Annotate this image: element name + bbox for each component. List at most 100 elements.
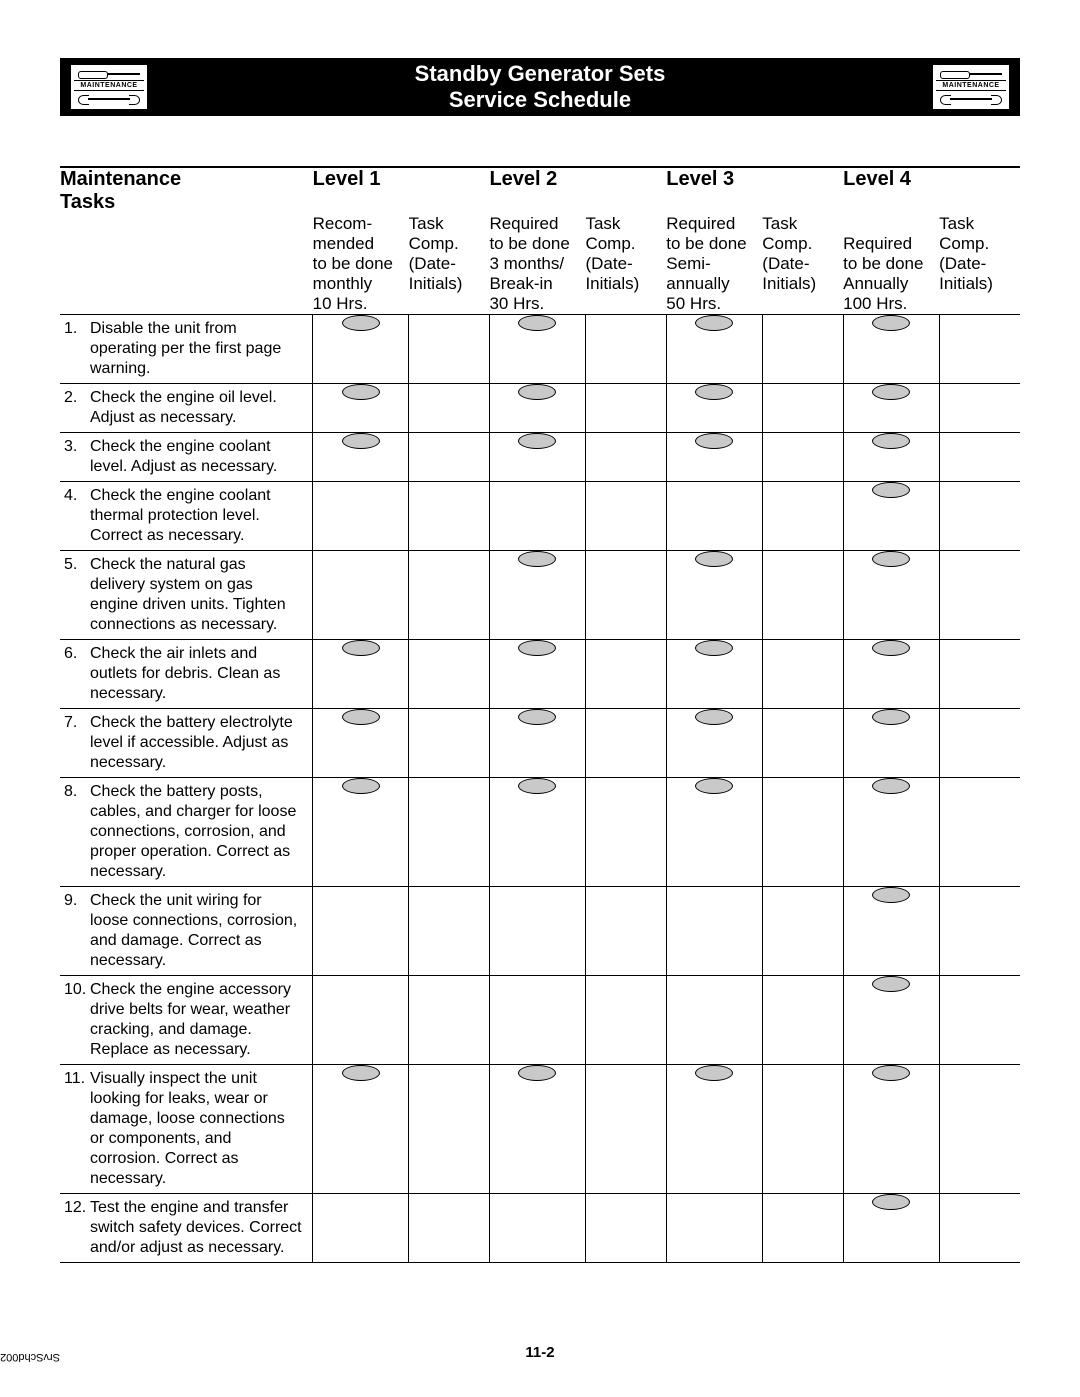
task-cell: 10.Check the engine accessory drive belt…	[60, 976, 313, 1065]
level-4-completion-cell[interactable]	[939, 887, 1020, 976]
level-4-completion-cell[interactable]	[939, 315, 1020, 384]
maintenance-badge-label: MAINTENANCE	[74, 80, 144, 91]
level-2-heading: Level 2	[489, 167, 585, 214]
task-text: Check the engine accessory drive belts f…	[90, 980, 302, 1060]
level-3-completion-cell[interactable]	[762, 887, 843, 976]
level-2-completion-cell[interactable]	[585, 384, 666, 433]
level-1-comp: TaskComp.(Date-Initials)	[409, 214, 490, 315]
level-2-completion-cell[interactable]	[585, 1194, 666, 1263]
level-4-required-cell	[843, 384, 939, 433]
level-2-req: Requiredto be done3 months/Break-in30 Hr…	[489, 214, 585, 315]
level-3-required-cell	[666, 551, 762, 640]
level-3-required-cell	[666, 976, 762, 1065]
table-row: 5.Check the natural gas delivery system …	[60, 551, 1020, 640]
task-text: Check the engine coolant thermal protect…	[90, 486, 302, 546]
task-text: Check the air inlets and outlets for deb…	[90, 644, 302, 704]
level-2-completion-cell[interactable]	[585, 778, 666, 887]
level-4-completion-cell[interactable]	[939, 433, 1020, 482]
table-row: 8.Check the battery posts, cables, and c…	[60, 778, 1020, 887]
level-3-completion-cell[interactable]	[762, 551, 843, 640]
level-4-completion-cell[interactable]	[939, 1194, 1020, 1263]
level-3-completion-cell[interactable]	[762, 640, 843, 709]
check-oval-icon	[518, 551, 556, 567]
task-number: 1.	[64, 319, 90, 339]
revision-text: SrvSchd002 Rev. B 12/05	[0, 1351, 60, 1363]
check-oval-icon	[342, 384, 380, 400]
level-4-required-cell	[843, 887, 939, 976]
level-2-completion-cell[interactable]	[585, 315, 666, 384]
level-2-required-cell	[489, 482, 585, 551]
check-oval-icon	[342, 1065, 380, 1081]
level-2-completion-cell[interactable]	[585, 433, 666, 482]
level-1-completion-cell[interactable]	[409, 976, 490, 1065]
level-2-completion-cell[interactable]	[585, 887, 666, 976]
level-1-completion-cell[interactable]	[409, 384, 490, 433]
level-4-completion-cell[interactable]	[939, 384, 1020, 433]
maintenance-badge-label: MAINTENANCE	[936, 80, 1006, 91]
check-oval-icon	[695, 709, 733, 725]
level-3-completion-cell[interactable]	[762, 384, 843, 433]
table-row: 1.Disable the unit from operating per th…	[60, 315, 1020, 384]
tasks-heading: MaintenanceTasks	[60, 167, 313, 214]
check-oval-icon	[872, 551, 910, 567]
check-oval-icon	[342, 709, 380, 725]
check-oval-icon	[342, 778, 380, 794]
level-4-completion-cell[interactable]	[939, 551, 1020, 640]
task-number: 9.	[64, 891, 90, 911]
level-1-completion-cell[interactable]	[409, 1065, 490, 1194]
level-1-completion-cell[interactable]	[409, 709, 490, 778]
level-3-completion-cell[interactable]	[762, 433, 843, 482]
task-cell: 12.Test the engine and transfer switch s…	[60, 1194, 313, 1263]
task-text: Check the unit wiring for loose connecti…	[90, 891, 302, 971]
level-1-completion-cell[interactable]	[409, 482, 490, 551]
level-3-completion-cell[interactable]	[762, 315, 843, 384]
task-cell: 1.Disable the unit from operating per th…	[60, 315, 313, 384]
level-3-completion-cell[interactable]	[762, 976, 843, 1065]
level-4-completion-cell[interactable]	[939, 482, 1020, 551]
level-2-completion-cell[interactable]	[585, 709, 666, 778]
level-2-required-cell	[489, 315, 585, 384]
check-oval-icon	[872, 1194, 910, 1210]
task-cell: 4.Check the engine coolant thermal prote…	[60, 482, 313, 551]
level-4-completion-cell[interactable]	[939, 640, 1020, 709]
level-3-completion-cell[interactable]	[762, 709, 843, 778]
level-2-comp: TaskComp.(Date-Initials)	[585, 214, 666, 315]
level-2-completion-cell[interactable]	[585, 640, 666, 709]
check-oval-icon	[872, 976, 910, 992]
level-4-required-cell	[843, 1065, 939, 1194]
level-3-completion-cell[interactable]	[762, 1194, 843, 1263]
level-2-completion-cell[interactable]	[585, 551, 666, 640]
level-2-completion-cell[interactable]	[585, 976, 666, 1065]
check-oval-icon	[342, 315, 380, 331]
level-1-completion-cell[interactable]	[409, 1194, 490, 1263]
level-4-completion-cell[interactable]	[939, 778, 1020, 887]
level-2-completion-cell[interactable]	[585, 482, 666, 551]
level-4-required-cell	[843, 640, 939, 709]
level-3-completion-cell[interactable]	[762, 1065, 843, 1194]
level-1-completion-cell[interactable]	[409, 640, 490, 709]
level-3-completion-cell[interactable]	[762, 482, 843, 551]
task-text: Test the engine and transfer switch safe…	[90, 1198, 302, 1258]
check-oval-icon	[518, 384, 556, 400]
level-3-req: Requiredto be doneSemi-annually50 Hrs.	[666, 214, 762, 315]
level-2-required-cell	[489, 709, 585, 778]
check-oval-icon	[872, 1065, 910, 1081]
task-number: 8.	[64, 782, 90, 802]
level-2-completion-cell[interactable]	[585, 1065, 666, 1194]
level-4-completion-cell[interactable]	[939, 976, 1020, 1065]
table-body: 1.Disable the unit from operating per th…	[60, 315, 1020, 1263]
level-1-completion-cell[interactable]	[409, 433, 490, 482]
level-1-completion-cell[interactable]	[409, 551, 490, 640]
level-3-required-cell	[666, 887, 762, 976]
level-4-completion-cell[interactable]	[939, 1065, 1020, 1194]
level-4-completion-cell[interactable]	[939, 709, 1020, 778]
level-3-required-cell	[666, 315, 762, 384]
check-oval-icon	[342, 640, 380, 656]
task-number: 3.	[64, 437, 90, 457]
level-1-completion-cell[interactable]	[409, 315, 490, 384]
level-1-completion-cell[interactable]	[409, 887, 490, 976]
level-1-required-cell	[313, 384, 409, 433]
level-3-completion-cell[interactable]	[762, 778, 843, 887]
level-2-required-cell	[489, 1194, 585, 1263]
level-1-completion-cell[interactable]	[409, 778, 490, 887]
